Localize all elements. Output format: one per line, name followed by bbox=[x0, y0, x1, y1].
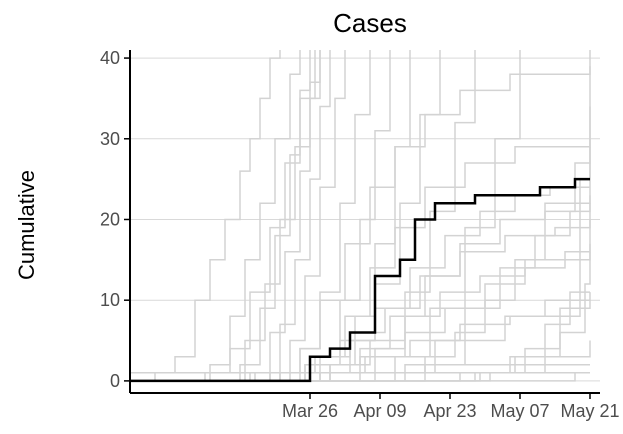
x-tick-label-2: Apr 23 bbox=[423, 401, 476, 421]
background-series-line-3 bbox=[130, 50, 301, 382]
y-tick-label-0: 0 bbox=[110, 371, 120, 391]
chart-title: Cases bbox=[333, 8, 407, 38]
y-tick-label-3: 30 bbox=[100, 129, 120, 149]
background-series-line-31 bbox=[130, 372, 590, 382]
x-tick-label-4: May 21 bbox=[560, 401, 619, 421]
background-series-group bbox=[130, 50, 591, 382]
x-tick-label-3: May 07 bbox=[490, 401, 549, 421]
background-series-line-14 bbox=[130, 50, 476, 382]
axes bbox=[129, 50, 600, 394]
background-series-line-2 bbox=[130, 50, 281, 382]
y-tick-label-1: 10 bbox=[100, 290, 120, 310]
x-ticks: Mar 26 Apr 09 Apr 23 May 07 May 21 bbox=[282, 393, 620, 421]
background-series-line-20 bbox=[130, 300, 591, 382]
x-tick-label-1: Apr 09 bbox=[353, 401, 406, 421]
background-series-line-29 bbox=[130, 146, 591, 382]
x-tick-label-0: Mar 26 bbox=[282, 401, 338, 421]
background-series-line-5 bbox=[130, 50, 321, 382]
background-series-line-16 bbox=[130, 66, 591, 382]
background-series-line-4 bbox=[130, 50, 316, 382]
y-tick-label-2: 20 bbox=[100, 209, 120, 229]
background-series-line-17 bbox=[130, 138, 591, 382]
background-series-line-7 bbox=[130, 50, 321, 382]
highlight-series-line bbox=[130, 177, 590, 383]
highlight-series-group bbox=[130, 177, 590, 383]
y-tick-label-4: 40 bbox=[100, 48, 120, 68]
background-series-line-9 bbox=[130, 50, 346, 382]
background-series-line-15 bbox=[130, 50, 521, 382]
y-ticks: 0 10 20 30 40 bbox=[100, 48, 130, 391]
y-axis-label: Cumulative bbox=[14, 170, 39, 280]
background-series-line-6 bbox=[130, 50, 311, 382]
